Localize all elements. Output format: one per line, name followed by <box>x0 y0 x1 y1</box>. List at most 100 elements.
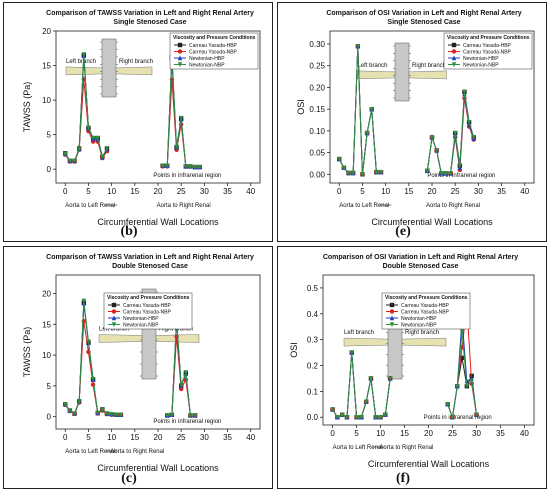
data-point <box>178 115 184 121</box>
right-renal-branch <box>401 337 447 347</box>
x-tick-label: 0 <box>330 429 335 438</box>
x-axis-label: Circumferential Wall Locations <box>97 463 219 473</box>
data-point <box>160 163 165 169</box>
left-branch-label: Left branch <box>358 63 388 69</box>
y-tick-label: 0.0 <box>307 413 319 422</box>
data-point <box>114 412 119 418</box>
series-line <box>332 352 391 419</box>
data-point <box>355 44 361 49</box>
note-aorta-right: Aorta to Right Renal <box>379 445 433 451</box>
data-point <box>466 120 472 125</box>
panel-b: Comparison of TAWSS Variation in Left an… <box>3 2 273 242</box>
data-point <box>429 135 435 140</box>
data-point <box>445 402 450 407</box>
x-axis-label: Circumferential Wall Locations <box>371 217 493 227</box>
data-point <box>469 378 474 384</box>
note-aorta-left: Aorta to Left Renal <box>65 449 115 455</box>
x-tick-label: 5 <box>86 433 91 442</box>
data-point <box>76 399 82 404</box>
note-aorta-left: Aorta to Left Renal <box>65 203 115 209</box>
data-point <box>178 383 184 388</box>
data-point <box>459 355 465 360</box>
legend-marker <box>111 322 117 328</box>
series-line <box>332 352 391 419</box>
data-point <box>439 171 444 177</box>
panel-letter: (f) <box>396 471 410 486</box>
legend-title: Viscosity and Pressure Conditions <box>173 35 256 41</box>
y-tick-label: 10 <box>42 351 51 360</box>
legend: Viscosity and Pressure Conditions Carreau… <box>443 32 533 70</box>
data-point <box>359 415 364 420</box>
legend-entry: Newtonian-NBP <box>189 63 225 69</box>
series-line <box>332 352 391 419</box>
aorta-shape <box>394 42 410 102</box>
y-tick-label: 10 <box>42 96 51 105</box>
artery-illustration <box>65 38 153 98</box>
note-aorta-left: Aorta to Left Renal <box>339 203 389 209</box>
legend-entry: Carreau Yasuda-NBP <box>401 310 450 316</box>
data-point <box>104 411 110 417</box>
legend-entry: Carreau Yasuda-NBP <box>189 50 238 56</box>
data-point <box>90 376 96 382</box>
data-point <box>335 415 340 420</box>
data-point <box>346 170 351 176</box>
legend-marker <box>111 309 117 314</box>
x-tick-label: 0 <box>63 433 68 442</box>
panel-letter: (b) <box>120 224 137 239</box>
data-point <box>81 52 87 58</box>
data-point <box>63 402 68 407</box>
data-point <box>471 135 476 140</box>
x-tick-label: 5 <box>354 429 359 438</box>
x-tick-label: 10 <box>376 429 385 438</box>
x-tick-label: 30 <box>200 187 209 196</box>
data-point <box>459 329 465 335</box>
legend-entry: Carreau Yasuda-HBP <box>463 43 512 49</box>
y-tick-label: 0.10 <box>309 127 325 136</box>
data-point <box>364 130 370 136</box>
left-renal-branch <box>343 337 389 347</box>
y-tick-label: 0.3 <box>307 336 319 345</box>
legend-entry: Carreau Yasuda-NBP <box>123 310 172 316</box>
x-tick-label: 0 <box>63 187 68 196</box>
note-aorta-right: Aorta to Right Renal <box>110 449 164 455</box>
legend: Viscosity and Pressure Conditions Carreau… <box>169 32 259 70</box>
chart-svg: Comparison of OSI Variation in Left and … <box>296 10 535 239</box>
x-tick-label: 30 <box>200 433 209 442</box>
data-point <box>100 154 105 160</box>
chart-title: Comparison of OSI Variation in Left and … <box>326 10 521 17</box>
data-point <box>455 384 460 389</box>
left-renal-branch <box>357 70 396 80</box>
data-point <box>183 370 189 375</box>
series-line <box>338 46 381 175</box>
left-branch-label: Left branch <box>344 330 374 336</box>
right-renal-branch <box>408 70 447 80</box>
chart-svg: Comparison of TAWSS Variation in Left an… <box>22 254 261 486</box>
legend-entry: Newtonian-NBP <box>463 63 499 69</box>
data-point <box>474 412 479 418</box>
data-point <box>165 163 170 169</box>
y-tick-label: 0.5 <box>307 284 319 293</box>
chart-subtitle: Single Stenosed Case <box>387 19 460 26</box>
chart-subtitle: Double Stenosed Case <box>112 263 188 270</box>
data-point <box>165 413 170 419</box>
note-infrarenal: Points in infrarenal region <box>427 173 495 179</box>
y-tick-label: 15 <box>42 320 51 329</box>
legend-entry: Newtonian-HBP <box>401 316 437 322</box>
y-tick-label: 20 <box>42 289 51 298</box>
chart-title: Comparison of TAWSS Variation in Left an… <box>46 254 254 261</box>
legend-marker <box>451 49 457 54</box>
legend-entry: Newtonian-NBP <box>401 323 437 329</box>
x-tick-label: 20 <box>154 433 163 442</box>
legend-title: Viscosity and Pressure Conditions <box>385 295 468 301</box>
data-point <box>387 376 393 382</box>
legend-marker <box>451 42 457 48</box>
artery-illustration <box>357 42 447 102</box>
series-line <box>332 352 391 419</box>
legend-marker <box>389 322 395 328</box>
legend-marker <box>177 49 183 54</box>
y-tick-label: 0.30 <box>309 40 325 49</box>
data-point <box>443 171 449 177</box>
y-tick-label: 0 <box>47 413 52 422</box>
data-point <box>378 415 383 420</box>
data-point <box>349 350 354 356</box>
